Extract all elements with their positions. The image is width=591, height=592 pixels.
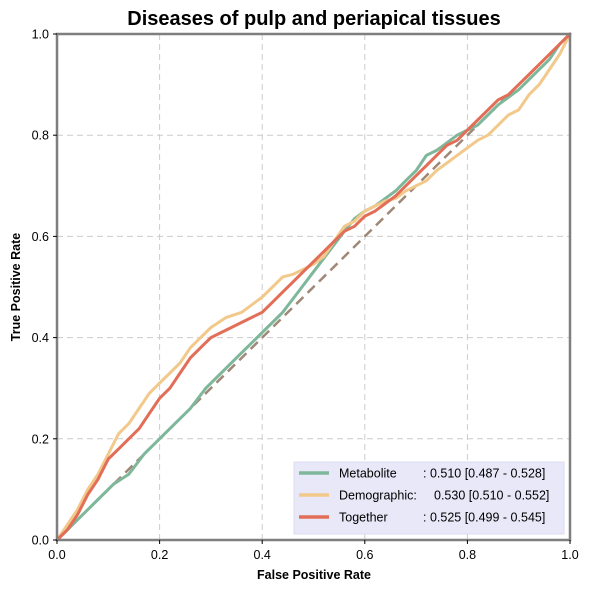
y-tick-label-2: 0.4 bbox=[32, 331, 49, 345]
y-tick-label-1: 0.2 bbox=[32, 432, 49, 446]
x-tick-label-3: 0.6 bbox=[356, 548, 373, 562]
axis-ticks: 0.0 0.2 0.4 0.6 0.8 1.0 0.0 0.2 0.4 0.6 0.8 1.0 bbox=[32, 28, 579, 563]
y-axis-label: True Positive Rate bbox=[9, 233, 23, 341]
legend-series-name-0: Metabolite bbox=[339, 467, 397, 481]
legend-auc-1: 0.530 [0.510 - 0.552] bbox=[434, 489, 549, 503]
x-tick-label-1: 0.2 bbox=[151, 548, 168, 562]
plot-frame bbox=[55, 32, 572, 542]
series-layer bbox=[55, 32, 572, 542]
roc-curve-together bbox=[55, 32, 572, 542]
x-axis-label: False Positive Rate bbox=[257, 568, 371, 582]
grid bbox=[57, 34, 570, 540]
legend-auc-0: : 0.510 [0.487 - 0.528] bbox=[423, 467, 545, 481]
y-tick-label-0: 0.0 bbox=[32, 534, 49, 548]
legend-series-name-2: Together bbox=[339, 511, 388, 525]
y-tick-label-5: 1.0 bbox=[32, 28, 49, 42]
legend: Metabolite : 0.510 [0.487 - 0.528] Demogra… bbox=[293, 461, 565, 535]
x-tick-label-2: 0.4 bbox=[254, 548, 271, 562]
legend-box bbox=[293, 461, 565, 535]
legend-auc-2: : 0.525 [0.499 - 0.545] bbox=[423, 511, 545, 525]
x-tick-label-0: 0.0 bbox=[48, 548, 65, 562]
roc-curve-demographic bbox=[55, 32, 572, 542]
x-tick-label-4: 0.8 bbox=[459, 548, 476, 562]
legend-series-name-1: Demographic: bbox=[339, 489, 417, 503]
chart-title: Diseases of pulp and periapical tissues bbox=[127, 8, 500, 30]
y-tick-label-4: 0.8 bbox=[32, 129, 49, 143]
x-tick-label-5: 1.0 bbox=[561, 548, 578, 562]
y-tick-label-3: 0.6 bbox=[32, 230, 49, 244]
